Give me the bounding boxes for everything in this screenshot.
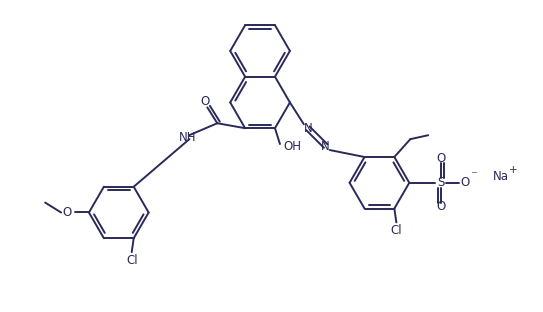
Text: N: N: [304, 122, 312, 135]
Text: +: +: [509, 165, 518, 175]
Text: ⁻: ⁻: [470, 169, 477, 182]
Text: Cl: Cl: [126, 254, 137, 266]
Text: S: S: [438, 176, 445, 189]
Text: O: O: [201, 95, 210, 108]
Text: N: N: [321, 139, 330, 153]
Text: O: O: [62, 206, 72, 219]
Text: O: O: [460, 176, 470, 189]
Text: Na: Na: [493, 170, 509, 183]
Text: OH: OH: [283, 139, 301, 153]
Text: O: O: [437, 153, 446, 165]
Text: O: O: [437, 200, 446, 213]
Text: NH: NH: [179, 131, 196, 144]
Text: Cl: Cl: [390, 224, 402, 237]
